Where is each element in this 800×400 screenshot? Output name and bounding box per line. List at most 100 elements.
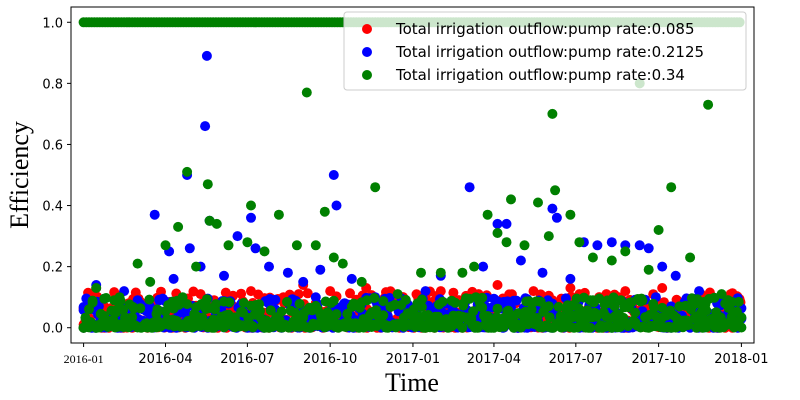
data-point: [624, 297, 635, 308]
legend-label-series-0: Total irrigation outflow:pump rate:0.085: [395, 20, 695, 38]
data-point: [657, 261, 668, 272]
data-point: [282, 296, 292, 307]
data-point: [291, 240, 302, 251]
data-point: [574, 237, 585, 248]
data-point: [457, 322, 468, 333]
data-point: [433, 311, 444, 322]
data-point: [524, 296, 534, 307]
data-point: [282, 267, 293, 278]
x-tick-label: 2016-07: [220, 352, 274, 367]
data-point: [716, 289, 727, 300]
data-point: [223, 240, 234, 251]
data-point: [168, 273, 179, 284]
data-point: [246, 212, 256, 223]
data-point: [247, 321, 258, 332]
data-point: [331, 309, 342, 320]
x-tick-label: 2017-04: [467, 352, 521, 367]
x-tick-label: 2016-01: [64, 352, 104, 366]
data-point: [482, 209, 493, 220]
data-point: [643, 264, 654, 275]
data-point: [685, 252, 696, 263]
data-point: [585, 322, 596, 333]
y-tick-label: 0.4: [42, 200, 63, 215]
data-point: [469, 261, 480, 272]
data-point: [591, 311, 602, 322]
data-point: [201, 294, 212, 305]
data-point: [435, 286, 446, 297]
data-point: [437, 296, 448, 307]
data-point: [528, 286, 539, 297]
data-point: [337, 258, 348, 269]
data-point: [242, 237, 253, 248]
data-point: [246, 286, 256, 297]
data-point: [416, 294, 427, 305]
data-point: [184, 243, 195, 254]
data-point: [435, 267, 446, 278]
series-2-points: [78, 78, 747, 333]
data-point: [264, 261, 274, 272]
data-point: [551, 212, 562, 223]
data-point: [370, 182, 381, 193]
data-point: [354, 302, 365, 313]
data-point: [78, 322, 89, 333]
data-point: [537, 267, 548, 278]
data-point: [232, 231, 243, 242]
data-point: [265, 305, 276, 316]
y-tick-label: 0.6: [42, 138, 63, 153]
data-point: [378, 310, 389, 321]
data-point: [477, 302, 488, 313]
data-point: [152, 304, 163, 315]
x-tick-label: 2016-10: [303, 352, 357, 367]
data-point: [515, 255, 526, 266]
data-point: [519, 240, 530, 251]
data-point: [511, 295, 522, 306]
data-point: [533, 197, 543, 208]
x-tick-label: 2018-01: [714, 352, 768, 367]
x-tick-label: 2017-01: [386, 352, 440, 367]
data-point: [450, 297, 461, 308]
data-point: [657, 302, 668, 313]
data-point: [342, 308, 353, 319]
data-point: [501, 218, 512, 229]
data-point: [200, 121, 211, 132]
data-point: [328, 295, 339, 306]
x-tick-label: 2017-10: [631, 352, 685, 367]
data-point: [369, 293, 380, 303]
data-point: [91, 283, 102, 293]
data-point: [620, 246, 631, 257]
y-tick-label: 0.8: [42, 77, 63, 92]
data-point: [501, 237, 512, 248]
y-axis-ticks: 0.0 0.2 0.4 0.6 0.8 1.0: [42, 16, 71, 337]
data-point: [294, 298, 305, 309]
data-point: [703, 99, 714, 110]
data-point: [145, 276, 156, 287]
data-point: [273, 209, 284, 220]
data-point: [630, 307, 641, 318]
data-point: [416, 302, 427, 312]
data-point: [592, 240, 603, 251]
data-point: [457, 267, 468, 278]
legend-label-series-2: Total irrigation outflow:pump rate:0.34: [395, 66, 685, 84]
data-point: [543, 301, 554, 312]
data-point: [477, 292, 488, 303]
data-point: [670, 270, 681, 281]
data-point: [694, 286, 705, 297]
data-point: [606, 255, 617, 266]
data-point: [224, 297, 235, 308]
data-point: [733, 296, 744, 307]
data-point: [478, 261, 489, 272]
data-point: [526, 304, 537, 315]
legend-entry: Total irrigation outflow:pump rate:0.34: [362, 66, 685, 84]
data-point: [565, 273, 576, 284]
data-point: [301, 87, 312, 98]
data-point: [701, 305, 712, 316]
data-point: [464, 182, 475, 193]
data-point: [219, 270, 229, 281]
data-point: [346, 273, 357, 284]
legend-marker-series-0: [362, 24, 372, 34]
data-point: [356, 276, 367, 287]
data-point: [201, 50, 212, 61]
x-tick-label: 2017-07: [549, 352, 603, 367]
data-point: [236, 288, 247, 299]
data-point: [270, 294, 281, 305]
